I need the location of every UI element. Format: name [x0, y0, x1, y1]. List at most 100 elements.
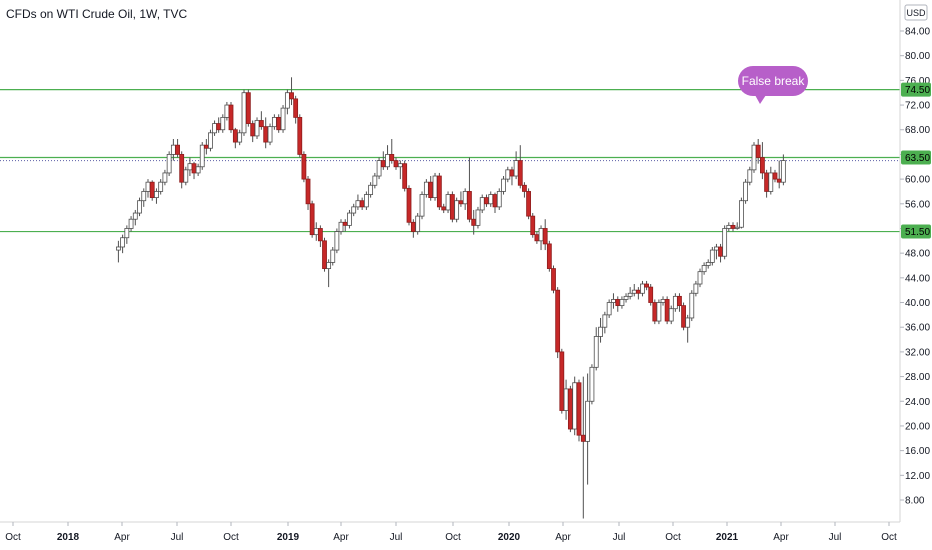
candle[interactable] — [376, 157, 382, 180]
candle[interactable] — [513, 151, 519, 180]
candle[interactable] — [492, 192, 498, 214]
candle[interactable] — [517, 145, 523, 189]
candle[interactable] — [542, 219, 548, 251]
candle[interactable] — [137, 197, 142, 217]
candle[interactable] — [267, 123, 273, 146]
candle[interactable] — [664, 296, 670, 325]
candle[interactable] — [280, 105, 286, 133]
candle[interactable] — [611, 293, 616, 309]
candle[interactable] — [479, 194, 485, 214]
candle[interactable] — [471, 209, 477, 235]
candle[interactable] — [496, 188, 502, 210]
candle[interactable] — [697, 268, 703, 288]
candle[interactable] — [772, 169, 778, 183]
candle[interactable] — [342, 219, 348, 232]
candle[interactable] — [216, 117, 222, 133]
candle[interactable] — [780, 154, 786, 186]
candle[interactable] — [602, 311, 608, 334]
candle[interactable] — [406, 185, 412, 226]
candle[interactable] — [141, 188, 147, 207]
candle[interactable] — [208, 129, 213, 152]
candle[interactable] — [760, 142, 765, 180]
candle[interactable] — [530, 213, 536, 238]
candle[interactable] — [154, 188, 159, 204]
candle[interactable] — [454, 197, 460, 223]
candle[interactable] — [672, 293, 678, 312]
candle[interactable] — [555, 287, 561, 359]
candle[interactable] — [313, 222, 319, 241]
candle[interactable] — [232, 127, 238, 149]
candle[interactable] — [572, 376, 578, 436]
candle[interactable] — [705, 259, 711, 269]
candle[interactable] — [132, 209, 138, 226]
candle[interactable] — [317, 225, 323, 247]
candle[interactable] — [347, 209, 352, 229]
candle[interactable] — [351, 203, 357, 217]
candle[interactable] — [606, 299, 612, 318]
candle[interactable] — [330, 246, 336, 266]
plot-area[interactable] — [0, 77, 900, 519]
candle[interactable] — [410, 219, 416, 238]
candle[interactable] — [509, 166, 515, 186]
candle[interactable] — [681, 302, 686, 331]
candle[interactable] — [458, 191, 464, 207]
candle[interactable] — [355, 194, 361, 210]
candle[interactable] — [660, 296, 666, 306]
candle[interactable] — [334, 228, 340, 254]
candle[interactable] — [648, 284, 654, 306]
time-axis[interactable]: Oct 2018 Apr Jul Oct 2019 Apr Jul Oct 2020 Apr Jul O… — [0, 521, 900, 543]
candle[interactable] — [432, 172, 438, 201]
candle[interactable] — [389, 138, 395, 164]
candle[interactable] — [372, 172, 378, 189]
candle[interactable] — [309, 200, 315, 238]
candle[interactable] — [397, 160, 403, 180]
candle[interactable] — [627, 287, 633, 300]
candle[interactable] — [220, 114, 226, 133]
candle[interactable] — [166, 151, 172, 177]
candle[interactable] — [428, 176, 434, 201]
candle[interactable] — [467, 157, 472, 223]
candle[interactable] — [776, 160, 782, 189]
candle[interactable] — [284, 89, 290, 115]
candle[interactable] — [743, 179, 748, 204]
candle[interactable] — [755, 138, 761, 164]
candle[interactable] — [751, 142, 757, 173]
candle[interactable] — [709, 246, 715, 266]
candle[interactable] — [297, 114, 303, 158]
candle[interactable] — [149, 180, 155, 201]
false-break-callout[interactable]: False break — [738, 66, 808, 104]
candle[interactable] — [522, 182, 527, 198]
candle[interactable] — [526, 188, 531, 220]
candle[interactable] — [402, 160, 408, 192]
candle[interactable] — [254, 117, 260, 139]
candle[interactable] — [714, 243, 719, 260]
candle[interactable] — [546, 240, 552, 272]
candle[interactable] — [652, 299, 658, 325]
candle[interactable] — [191, 161, 197, 180]
candle[interactable] — [739, 197, 744, 229]
candle[interactable] — [589, 364, 595, 405]
candle[interactable] — [689, 290, 695, 322]
price-axis[interactable]: USD84.0080.0076.0072.0068.0064.0060.0056… — [899, 0, 931, 522]
candle[interactable] — [538, 225, 544, 251]
candle[interactable] — [276, 114, 282, 133]
candle[interactable] — [734, 222, 740, 230]
candle[interactable] — [258, 111, 264, 130]
candle[interactable] — [449, 191, 455, 223]
candle[interactable] — [162, 169, 168, 186]
candle[interactable] — [305, 176, 311, 210]
candle[interactable] — [393, 157, 399, 170]
candle[interactable] — [322, 237, 327, 272]
candle[interactable] — [289, 77, 294, 106]
candle[interactable] — [179, 151, 185, 189]
candle[interactable] — [475, 206, 481, 229]
candle[interactable] — [338, 219, 344, 235]
candle[interactable] — [120, 234, 126, 254]
candle[interactable] — [380, 151, 386, 170]
candle[interactable] — [576, 379, 582, 442]
candle[interactable] — [768, 166, 774, 195]
candle[interactable] — [685, 314, 691, 343]
candle[interactable] — [195, 163, 201, 177]
candle[interactable] — [250, 120, 256, 143]
candle[interactable] — [619, 296, 625, 309]
